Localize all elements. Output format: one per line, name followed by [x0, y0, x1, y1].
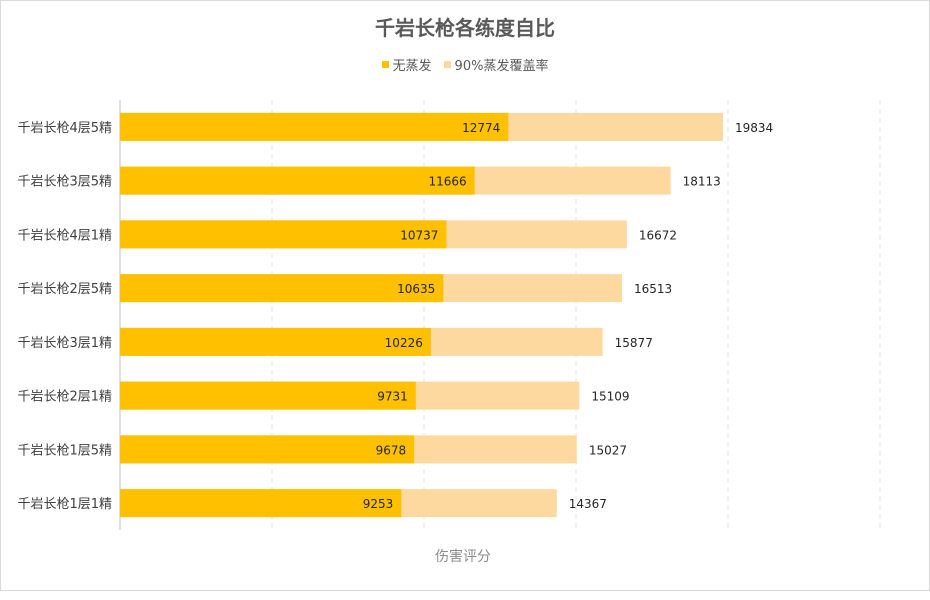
data-label-vaporize-90: 16513: [634, 282, 672, 296]
bars: [120, 112, 723, 518]
bar-no-vaporize: [120, 489, 402, 518]
data-label-no-vaporize: 12774: [462, 121, 500, 135]
category-label: 千岩长枪2层5精: [17, 281, 112, 297]
data-label-vaporize-90: 19834: [735, 121, 773, 135]
legend-item-no-vaporize: 无蒸发: [381, 55, 432, 74]
x-axis-title: 伤害评分: [435, 549, 491, 565]
data-label-vaporize-90: 14367: [569, 497, 607, 511]
data-label-no-vaporize: 9731: [377, 390, 408, 404]
chart-title: 千岩长枪各练度自比: [375, 16, 555, 40]
category-label: 千岩长枪1层1精: [17, 496, 112, 512]
category-label: 千岩长枪1层5精: [17, 442, 112, 458]
bar-no-vaporize: [120, 274, 444, 303]
bar-no-vaporize: [120, 220, 447, 249]
data-label-no-vaporize: 9678: [376, 443, 407, 457]
data-label-no-vaporize: 11666: [428, 175, 466, 189]
data-label-no-vaporize: 9253: [363, 497, 394, 511]
labels: 千岩长枪4层5精 12774 19834 千岩长枪3层5精 11666 18113 千岩长枪…: [17, 120, 773, 512]
legend-label-vaporize-90: 90%蒸发覆盖率: [454, 59, 549, 74]
data-label-no-vaporize: 10635: [397, 282, 435, 296]
data-label-vaporize-90: 15109: [591, 390, 629, 404]
category-label: 千岩长枪4层1精: [17, 227, 112, 243]
legend: 无蒸发 90%蒸发覆盖率: [0, 55, 930, 74]
category-label: 千岩长枪2层1精: [17, 389, 112, 405]
data-label-no-vaporize: 10226: [385, 336, 423, 350]
bar-no-vaporize: [120, 381, 416, 410]
grid-lines: [119, 100, 881, 530]
bar-no-vaporize: [120, 435, 415, 464]
category-label: 千岩长枪3层1精: [17, 335, 112, 351]
bar-no-vaporize: [120, 327, 431, 356]
data-label-no-vaporize: 10737: [400, 228, 438, 242]
category-label: 千岩长枪3层5精: [17, 174, 112, 190]
bar-no-vaporize: [120, 112, 509, 141]
data-label-vaporize-90: 15027: [589, 443, 627, 457]
legend-swatch-vaporize-90: [443, 61, 451, 68]
legend-label-no-vaporize: 无蒸发: [392, 59, 432, 74]
legend-swatch-no-vaporize: [381, 61, 389, 68]
category-label: 千岩长枪4层5精: [17, 120, 112, 136]
bar-no-vaporize: [120, 166, 475, 195]
data-label-vaporize-90: 15877: [615, 336, 653, 350]
data-label-vaporize-90: 18113: [683, 175, 721, 189]
data-label-vaporize-90: 16672: [639, 228, 677, 242]
legend-item-vaporize-90: 90%蒸发覆盖率: [443, 55, 549, 74]
